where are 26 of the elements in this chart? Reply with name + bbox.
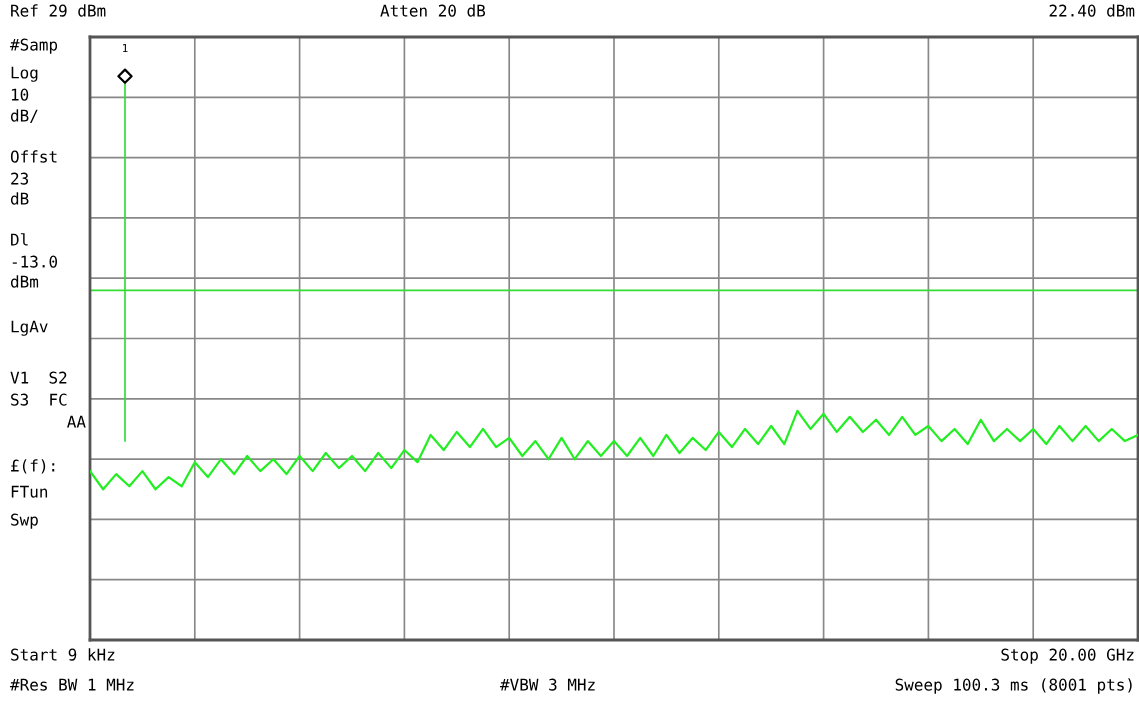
text: dB/ — [10, 109, 38, 123]
text: 23 — [11, 172, 29, 185]
text: Offst — [10, 150, 57, 163]
text: Stop 20.00 GHz — [1001, 648, 1134, 664]
text: Atten 20 dB — [380, 4, 486, 17]
text: 1 — [122, 43, 128, 53]
text: Start 9 kHz — [11, 648, 115, 661]
text: S3 FC — [11, 393, 67, 406]
text: 10 — [11, 88, 29, 101]
text: -13.0 — [12, 255, 58, 268]
text: V1 S2 — [10, 371, 67, 384]
text: #Res BW 1 MHz — [10, 678, 134, 691]
text: Log — [11, 66, 38, 82]
text: Swp — [11, 513, 38, 529]
text: LgAv — [11, 320, 48, 336]
text: AA — [67, 415, 86, 428]
text: Dl — [11, 233, 28, 246]
text: dB — [10, 192, 29, 205]
text: #Samp — [10, 38, 58, 54]
text: #VBW 3 MHz — [500, 678, 595, 691]
text: 22.40 dBm — [1049, 4, 1135, 17]
text: FTun — [11, 485, 48, 498]
text: dBm — [10, 275, 39, 288]
text: Sweep 100.3 ms (8001 pts) — [895, 678, 1132, 694]
text: £(f): — [11, 459, 55, 474]
text: Ref 29 dBm — [11, 4, 106, 17]
